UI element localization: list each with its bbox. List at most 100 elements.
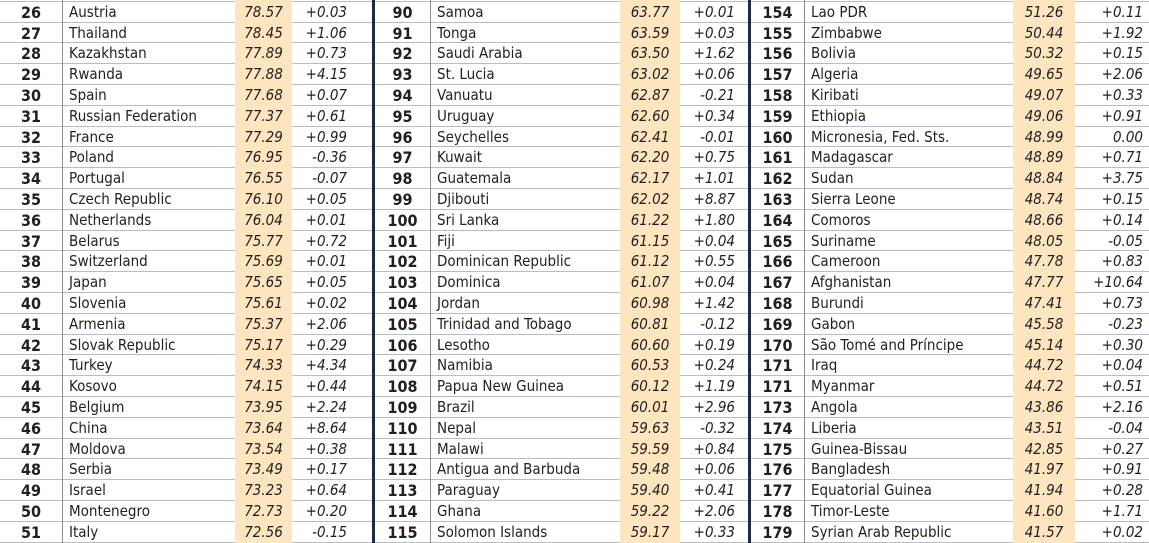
change-cell: +0.28 <box>1101 481 1143 500</box>
rank-cell: 41 <box>20 314 42 334</box>
table-row: 41 Armenia 75.37 +2.06 <box>0 313 372 335</box>
score-cell: 60.53 <box>620 355 680 377</box>
table-row: 104 Jordan 60.98 +1.42 <box>375 292 748 314</box>
rank-cell: 31 <box>20 106 42 126</box>
score-cell: 73.95 <box>235 396 292 418</box>
table-row: 26 Austria 78.57 +0.03 <box>0 1 372 23</box>
table-row: 167 Afghanistan 47.77 +10.64 <box>751 272 1149 293</box>
table-row: 110 Nepal 59.63 -0.32 <box>375 417 748 439</box>
rank-cell: 174 <box>762 418 793 438</box>
table-row: 169 Gabon 45.58 -0.23 <box>751 313 1149 335</box>
change-cell: +1.19 <box>693 377 735 396</box>
score-cell: 62.87 <box>620 84 680 106</box>
change-cell: 0.00 <box>1112 127 1143 146</box>
change-cell: +8.87 <box>693 189 735 208</box>
country-cell: Vanuatu <box>430 84 627 106</box>
change-cell: +1.80 <box>693 210 735 229</box>
rank-cell: 164 <box>762 210 793 230</box>
rank-cell: 27 <box>20 23 42 43</box>
country-cell: Slovak Republic <box>62 334 242 356</box>
rank-cell: 115 <box>387 522 418 542</box>
table-row: 168 Burundi 47.41 +0.73 <box>751 292 1149 314</box>
country-cell: Samoa <box>430 1 627 23</box>
score-cell: 61.22 <box>620 209 680 231</box>
rank-cell: 173 <box>762 397 793 417</box>
rank-cell: 40 <box>20 293 42 313</box>
change-cell: +1.62 <box>693 44 735 63</box>
score-cell: 72.73 <box>235 500 292 522</box>
change-cell: +2.96 <box>693 397 735 416</box>
score-cell: 50.44 <box>1013 22 1075 44</box>
country-cell: Guatemala <box>430 168 627 189</box>
country-cell: Moldova <box>62 438 242 460</box>
table-row: 30 Spain 77.68 +0.07 <box>0 84 372 106</box>
table-row: 95 Uruguay 62.60 +0.34 <box>375 105 748 127</box>
rank-cell: 99 <box>392 189 413 209</box>
table-row: 93 St. Lucia 63.02 +0.06 <box>375 64 748 85</box>
country-cell: Sudan <box>804 168 1016 189</box>
change-cell: +0.91 <box>1101 460 1143 479</box>
change-cell: +0.02 <box>305 293 347 312</box>
table-row: 154 Lao PDR 51.26 +0.11 <box>751 1 1149 23</box>
score-cell: 63.50 <box>620 43 680 65</box>
rank-cell: 38 <box>20 252 42 272</box>
table-row: 50 Montenegro 72.73 +0.20 <box>0 500 372 522</box>
country-cell: Jordan <box>430 292 627 314</box>
score-cell: 50.32 <box>1013 43 1075 65</box>
rank-cell: 161 <box>762 148 793 168</box>
score-cell: 74.15 <box>235 376 292 397</box>
rank-cell: 113 <box>387 481 418 501</box>
score-cell: 42.85 <box>1013 438 1075 460</box>
score-cell: 76.10 <box>235 188 292 210</box>
table-row: 179 Syrian Arab Republic 41.57 +0.02 <box>751 521 1149 543</box>
country-cell: Zimbabwe <box>804 22 1016 44</box>
table-row: 46 China 73.64 +8.64 <box>0 417 372 439</box>
table-row: 29 Rwanda 77.88 +4.15 <box>0 64 372 85</box>
table-row: 35 Czech Republic 76.10 +0.05 <box>0 188 372 210</box>
rank-cell: 178 <box>762 501 793 521</box>
score-cell: 63.77 <box>620 1 680 23</box>
table-row: 113 Paraguay 59.40 +0.41 <box>375 480 748 501</box>
table-row: 107 Namibia 60.53 +0.24 <box>375 355 748 377</box>
score-cell: 59.48 <box>620 459 680 481</box>
change-cell: +0.99 <box>305 127 347 146</box>
score-cell: 77.29 <box>235 126 292 148</box>
score-cell: 47.77 <box>1013 272 1075 293</box>
country-cell <box>62 0 242 2</box>
rank-cell: 97 <box>392 148 413 168</box>
change-cell: +0.84 <box>693 439 735 458</box>
change-cell: -0.01 <box>700 127 735 146</box>
table-row: 109 Brazil 60.01 +2.96 <box>375 396 748 418</box>
score-cell: 43.86 <box>1013 396 1075 418</box>
country-cell: Sri Lanka <box>430 209 627 231</box>
rank-cell: 36 <box>20 210 42 230</box>
country-cell: Solomon Islands <box>430 521 627 543</box>
change-cell: -0.36 <box>312 148 347 167</box>
table-row: 155 Zimbabwe 50.44 +1.92 <box>751 22 1149 44</box>
change-cell: +0.72 <box>305 231 347 250</box>
rank-cell: 175 <box>762 439 793 459</box>
country-cell: Bangladesh <box>804 459 1016 481</box>
change-cell: +8.64 <box>305 418 347 437</box>
table-row: 37 Belarus 75.77 +0.72 <box>0 230 372 252</box>
country-cell: Lesotho <box>430 334 627 356</box>
country-cell: Bolivia <box>804 43 1016 65</box>
rank-cell: 177 <box>762 481 793 501</box>
change-cell: -0.23 <box>1108 314 1143 333</box>
table-row: 90 Samoa 63.77 +0.01 <box>375 1 748 23</box>
score-cell: 41.60 <box>1013 500 1075 522</box>
score-cell: 59.59 <box>620 438 680 460</box>
country-cell: Lao PDR <box>804 1 1016 23</box>
score-cell: 72.56 <box>235 521 292 543</box>
country-cell: Afghanistan <box>804 272 1016 293</box>
score-cell <box>1013 0 1075 2</box>
change-cell: +0.06 <box>693 460 735 479</box>
change-cell: -0.04 <box>1108 418 1143 437</box>
rank-cell: 101 <box>387 231 418 251</box>
change-cell: +0.19 <box>693 335 735 354</box>
rank-cell: 107 <box>387 356 418 376</box>
column-separator <box>372 0 375 543</box>
score-cell: 48.66 <box>1013 209 1075 231</box>
table-row: 97 Kuwait 62.20 +0.75 <box>375 147 748 169</box>
table-row: 164 Comoros 48.66 +0.14 <box>751 209 1149 231</box>
